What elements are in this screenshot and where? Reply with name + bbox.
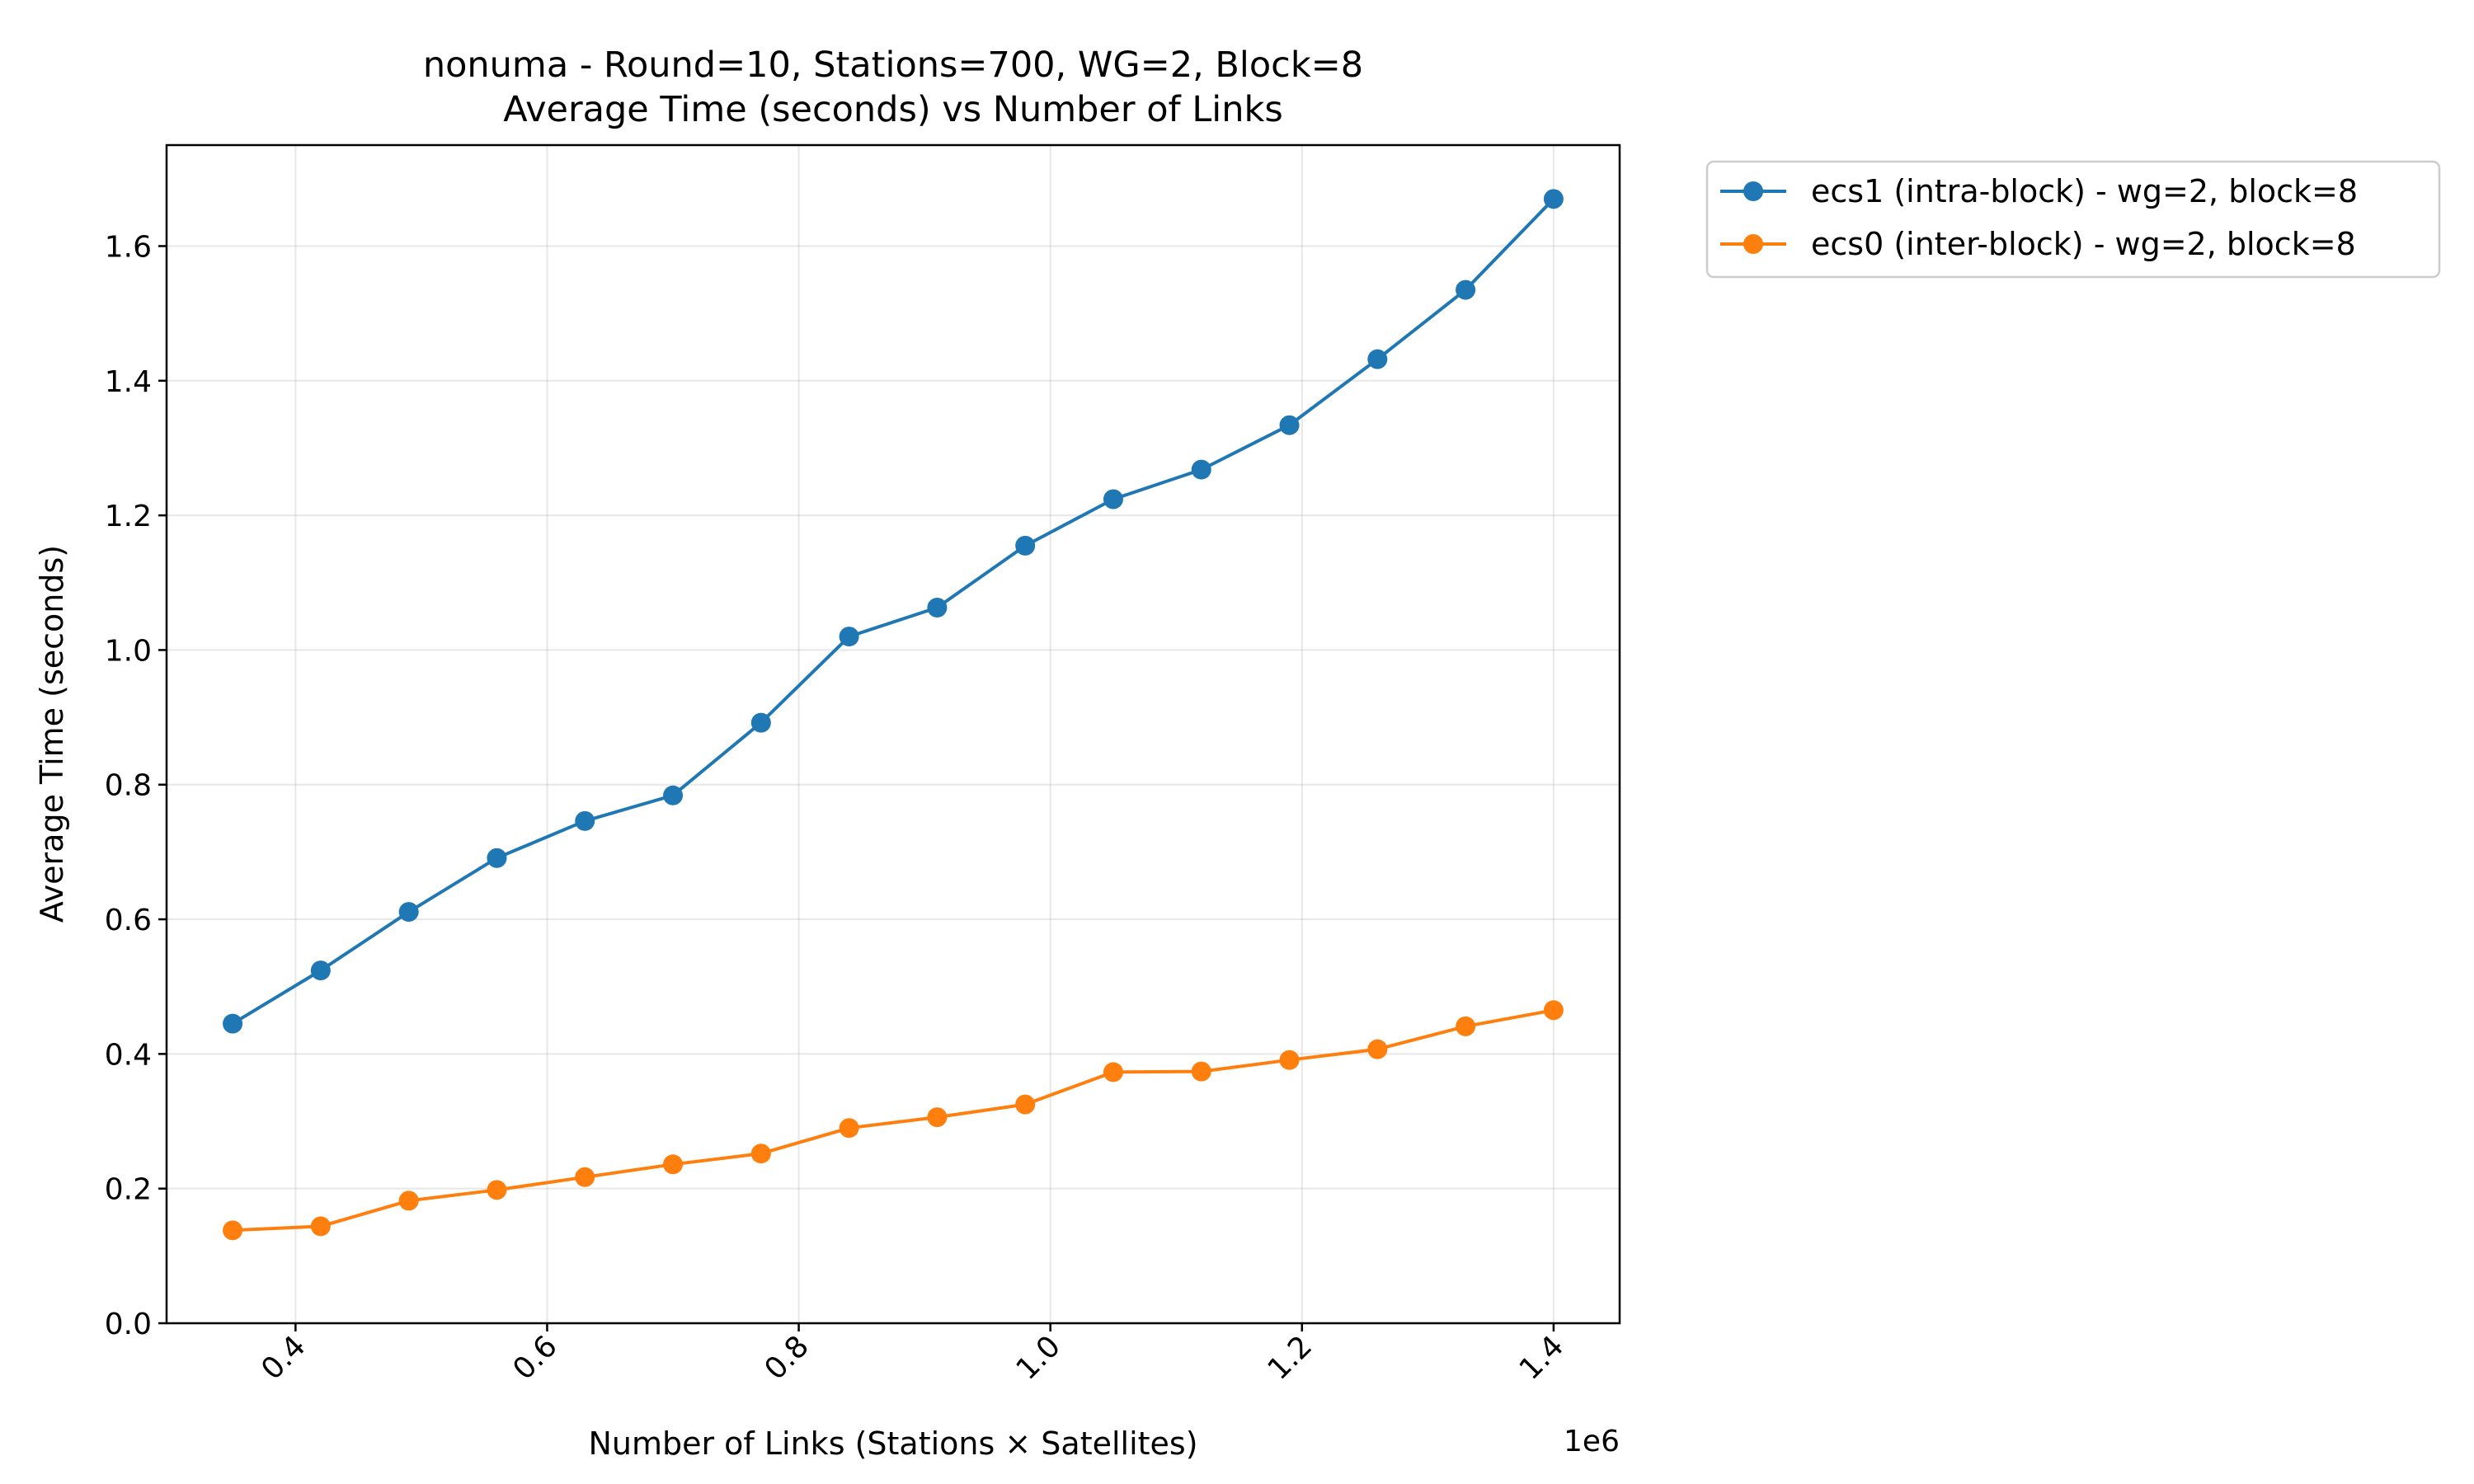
data-point bbox=[1456, 279, 1476, 300]
legend-label: ecs1 (intra-block) - wg=2, block=8 bbox=[1811, 173, 2358, 209]
data-point bbox=[1279, 415, 1300, 435]
x-tick-label: 0.8 bbox=[758, 1329, 815, 1386]
y-tick-label: 0.4 bbox=[105, 1038, 152, 1072]
series-1 bbox=[223, 189, 1564, 1034]
y-axis-label: Average Time (seconds) bbox=[34, 545, 70, 923]
data-point bbox=[1543, 189, 1564, 209]
data-point bbox=[750, 712, 771, 733]
series-2 bbox=[223, 1000, 1564, 1241]
x-tick-label: 0.6 bbox=[506, 1329, 563, 1386]
series-line bbox=[232, 197, 1555, 1026]
x-axis-offset-label: 1e6 bbox=[1564, 1425, 1620, 1458]
data-point bbox=[487, 1180, 507, 1200]
data-point bbox=[1456, 1016, 1476, 1036]
series-layer bbox=[223, 189, 1564, 1241]
data-point bbox=[1191, 1061, 1211, 1082]
x-tick-label: 1.2 bbox=[1262, 1329, 1319, 1386]
y-tick-label: 1.4 bbox=[105, 365, 152, 399]
data-point bbox=[1015, 535, 1036, 556]
chart-subtitle: Average Time (seconds) vs Number of Link… bbox=[503, 89, 1283, 130]
legend-marker bbox=[1743, 181, 1763, 201]
data-point bbox=[310, 960, 331, 981]
data-point bbox=[398, 1190, 419, 1211]
data-point bbox=[223, 1013, 243, 1034]
data-point bbox=[575, 1167, 595, 1187]
legend: ecs1 (intra-block) - wg=2, block=8 ecs0 (… bbox=[1705, 160, 2441, 279]
y-tick-label: 0.6 bbox=[105, 904, 152, 937]
series-line bbox=[233, 1008, 1554, 1233]
chart-title: nonuma - Round=10, Stations=700, WG=2, B… bbox=[423, 45, 1363, 86]
data-point bbox=[663, 785, 684, 805]
legend-entry: ecs0 (inter-block) - wg=2, block=8 bbox=[1720, 226, 2356, 262]
data-point bbox=[1543, 1000, 1564, 1021]
data-point bbox=[839, 627, 859, 647]
axis-ticks: 0.0 0.2 0.4 0.6 0.8 1.0 1.2 1.4 1.6 0.4 0.6 0.8 1.0 1… bbox=[105, 230, 1571, 1386]
plot-area-frame bbox=[165, 143, 1621, 1325]
legend-marker bbox=[1743, 234, 1763, 254]
legend-label: ecs0 (inter-block) - wg=2, block=8 bbox=[1811, 226, 2356, 262]
data-point bbox=[1279, 1050, 1300, 1070]
data-point bbox=[1103, 1062, 1123, 1082]
y-tick-label: 1.2 bbox=[105, 500, 152, 533]
data-point bbox=[927, 1107, 948, 1128]
grid-lines bbox=[167, 145, 1620, 1324]
data-point bbox=[487, 848, 507, 868]
y-tick-label: 0.8 bbox=[105, 769, 152, 803]
legend-frame bbox=[1705, 160, 2441, 279]
data-point bbox=[839, 1118, 859, 1139]
data-point bbox=[927, 597, 948, 618]
data-point bbox=[310, 1216, 331, 1237]
y-tick-label: 0.2 bbox=[105, 1173, 152, 1207]
data-point bbox=[1367, 1039, 1388, 1059]
y-tick-label: 0.0 bbox=[105, 1308, 152, 1341]
legend-entry: ecs1 (intra-block) - wg=2, block=8 bbox=[1720, 173, 2358, 209]
data-point bbox=[750, 1144, 771, 1164]
data-point bbox=[663, 1154, 684, 1175]
data-point bbox=[1191, 459, 1211, 480]
x-tick-label: 1.0 bbox=[1010, 1329, 1067, 1386]
data-point bbox=[398, 902, 419, 923]
data-point bbox=[1367, 349, 1388, 369]
data-point bbox=[575, 810, 595, 831]
y-tick-label: 1.0 bbox=[105, 634, 152, 668]
x-axis-label: Number of Links (Stations × Satellites) bbox=[588, 1425, 1197, 1462]
data-point bbox=[1103, 489, 1123, 510]
x-tick-label: 1.4 bbox=[1513, 1329, 1570, 1386]
data-point bbox=[223, 1220, 243, 1241]
y-tick-label: 1.6 bbox=[105, 230, 152, 264]
x-tick-label: 0.4 bbox=[255, 1329, 312, 1386]
data-point bbox=[1015, 1094, 1036, 1115]
